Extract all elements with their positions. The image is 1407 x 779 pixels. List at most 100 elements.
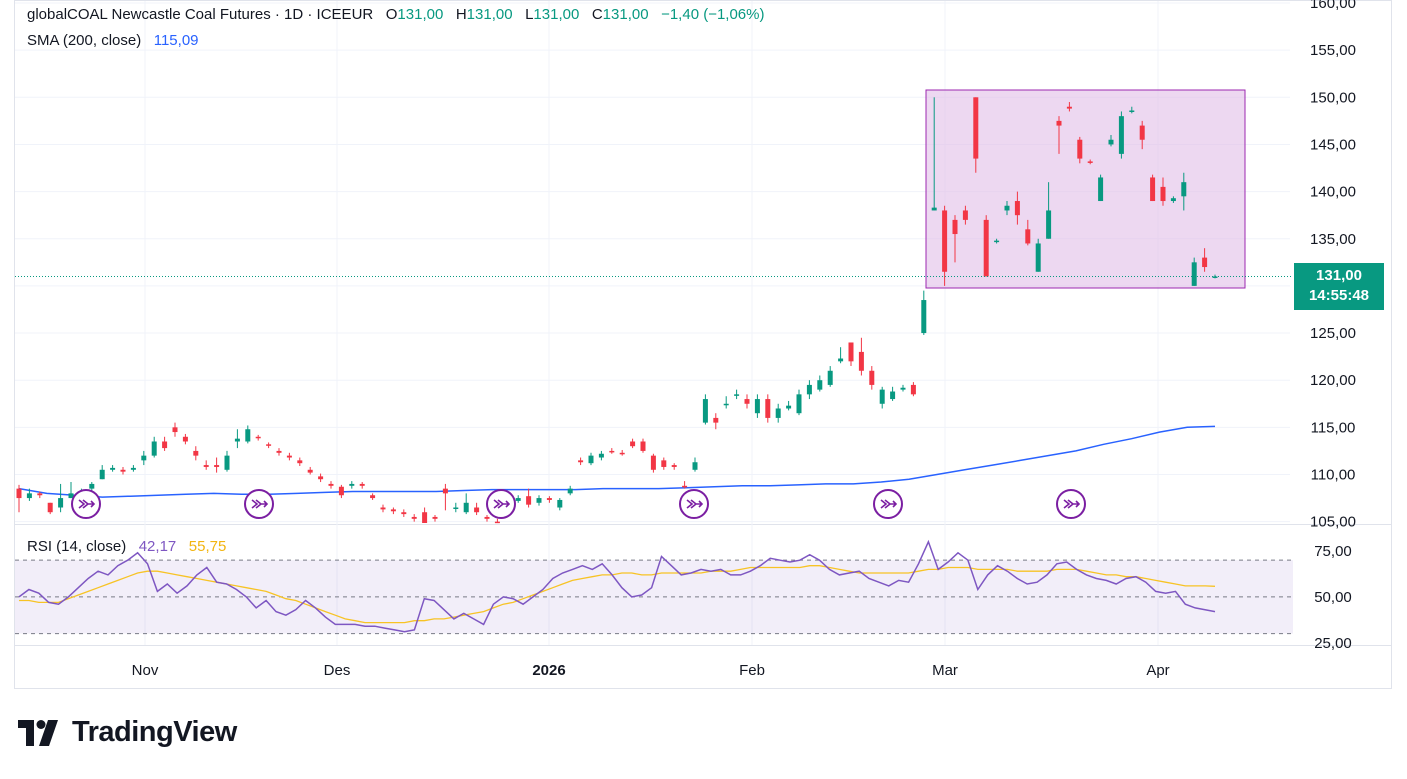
candle-body — [1066, 106, 1072, 109]
candle-body — [630, 441, 636, 447]
close-value: 131,00 — [602, 6, 649, 23]
event-circle — [679, 489, 709, 519]
highlight-rectangle[interactable] — [925, 89, 1246, 289]
time-axis[interactable]: Nov Des 2026 Feb Mar Apr — [132, 662, 1170, 679]
candle-body — [318, 476, 324, 480]
candle-body — [567, 488, 573, 494]
candle-body — [234, 438, 240, 442]
candle-body — [910, 384, 916, 395]
sma-value: 115,09 — [153, 32, 199, 49]
rsi-band-fill — [15, 560, 1293, 634]
symbol-title[interactable]: globalCOAL Newcastle Coal Futures · 1D ·… — [27, 6, 374, 23]
candle-body — [297, 460, 303, 464]
candle-body — [588, 455, 594, 464]
price-tick-label: 140,00 — [1310, 184, 1356, 201]
time-tick-label: Nov — [132, 662, 159, 679]
brand-name: TradingView — [72, 716, 237, 748]
candle-body — [370, 495, 376, 499]
candle-body — [276, 450, 282, 453]
event-markers[interactable] — [71, 489, 1086, 519]
candle-body — [214, 465, 220, 467]
chart-frame — [14, 0, 1392, 689]
event-circle — [873, 489, 903, 519]
event-arrow-icon[interactable] — [1056, 489, 1086, 519]
candle-body — [900, 387, 906, 390]
tradingview-logo-icon — [18, 719, 58, 746]
candle-body — [16, 488, 22, 499]
candle-body — [390, 509, 396, 512]
event-circle — [244, 489, 274, 519]
rsi-tick-label: 25,00 — [1314, 635, 1352, 652]
candle-body — [172, 427, 178, 433]
candle-body — [338, 486, 344, 496]
event-arrow — [78, 499, 96, 509]
candle-body — [89, 483, 95, 489]
candle-body — [255, 436, 261, 439]
candle-body — [494, 521, 500, 524]
candle-body — [640, 441, 646, 451]
candle-body — [307, 469, 313, 473]
candle-body — [286, 455, 292, 458]
candle-body — [598, 453, 604, 458]
candle-body — [713, 417, 719, 423]
rsi-tick-label: 75,00 — [1314, 543, 1352, 560]
rsi-legend[interactable]: RSI (14, close) 42,17 55,75 — [27, 538, 226, 555]
candle-body — [692, 462, 698, 470]
candle-body — [141, 455, 147, 461]
candle-body — [1108, 139, 1114, 145]
candle-body — [58, 498, 64, 508]
rsi-label: RSI (14, close) — [27, 538, 127, 555]
candle-body — [162, 441, 168, 449]
candle-body — [432, 516, 438, 519]
tradingview-brand[interactable]: TradingView — [18, 716, 237, 749]
candle-body — [1139, 125, 1145, 140]
price-tick-label: 125,00 — [1310, 325, 1356, 342]
event-circle — [486, 489, 516, 519]
candle-body — [546, 498, 552, 500]
candle-body — [1160, 186, 1166, 202]
candle-body — [650, 455, 656, 470]
candle-body — [474, 507, 480, 513]
candle-body — [557, 499, 563, 508]
candle-body — [1212, 276, 1218, 278]
price-tick-label: 115,00 — [1311, 419, 1356, 436]
sma-line — [18, 425, 1216, 498]
candle-body — [765, 399, 771, 418]
candle-body — [1056, 120, 1062, 126]
event-arrow-icon[interactable] — [679, 489, 709, 519]
time-tick-label: Mar — [932, 662, 958, 679]
candle-body — [578, 460, 584, 463]
event-arrow-icon[interactable] — [71, 489, 101, 519]
candle-body — [786, 405, 792, 409]
candles-layer — [16, 97, 1218, 524]
price-tick-label: 150,00 — [1310, 89, 1356, 106]
candle-body — [744, 399, 750, 404]
event-arrow-icon[interactable] — [486, 489, 516, 519]
candle-body — [203, 465, 209, 467]
candle-body — [1191, 262, 1197, 286]
candle-body — [796, 394, 802, 414]
sma-legend[interactable]: SMA (200, close) 115,09 — [27, 32, 199, 49]
rsi-line — [18, 539, 1216, 633]
event-arrow — [880, 499, 898, 509]
rsi-axis[interactable]: 75,00 50,00 25,00 — [1314, 543, 1352, 652]
candle-body — [754, 399, 760, 414]
sma-layer — [18, 425, 1216, 498]
event-arrow-icon[interactable] — [244, 489, 274, 519]
candle-body — [619, 452, 625, 455]
candle-body — [110, 467, 116, 470]
candle-body — [422, 512, 428, 523]
open-value: 131,00 — [397, 6, 444, 23]
candle-body — [1087, 161, 1093, 163]
highlight-rect — [925, 89, 1246, 289]
candle-body — [68, 493, 74, 499]
event-arrow-icon[interactable] — [873, 489, 903, 519]
candle-body — [775, 408, 781, 418]
candle-body — [359, 483, 365, 486]
candle-body — [1098, 177, 1104, 202]
rsi-ma-value: 55,75 — [188, 538, 227, 555]
event-arrow — [1063, 499, 1081, 509]
candle-body — [1035, 243, 1041, 272]
high-label: H — [455, 6, 467, 23]
